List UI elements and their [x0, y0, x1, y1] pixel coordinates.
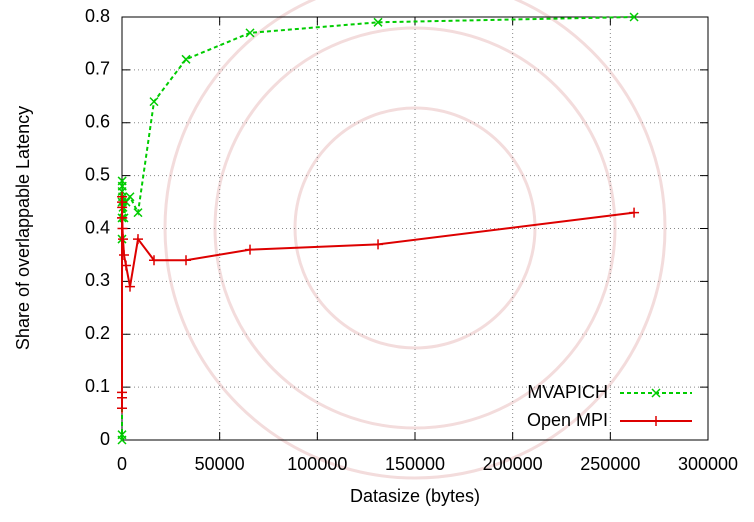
- data-point: [117, 212, 128, 223]
- data-point: [245, 28, 255, 38]
- x-tick-label: 100000: [287, 454, 347, 474]
- data-point: [117, 403, 128, 414]
- x-tick-label: 300000: [678, 454, 738, 474]
- legend-marker: [651, 388, 661, 398]
- y-axis-label: Share of overlappable Latency: [13, 106, 33, 350]
- data-point: [373, 239, 384, 250]
- x-tick-label: 0: [117, 454, 127, 474]
- x-tick-label: 200000: [483, 454, 543, 474]
- data-point: [133, 234, 144, 245]
- data-point: [117, 223, 128, 234]
- data-point: [629, 207, 640, 218]
- legend-marker: [651, 416, 661, 426]
- data-point: [245, 244, 256, 255]
- y-tick-label: 0: [100, 429, 110, 449]
- y-tick-label: 0.6: [85, 112, 110, 132]
- data-point: [629, 12, 639, 22]
- data-point: [119, 249, 129, 260]
- x-axis-label: Datasize (bytes): [350, 486, 480, 506]
- data-point: [117, 430, 127, 440]
- data-point: [181, 255, 192, 266]
- data-point: [149, 97, 159, 107]
- plot-frame: [121, 16, 709, 441]
- y-tick-label: 0.3: [85, 270, 110, 290]
- data-point: [373, 17, 383, 27]
- legend-label: MVAPICH: [527, 382, 608, 402]
- data-point: [117, 202, 128, 213]
- x-tick-label: 250000: [580, 454, 640, 474]
- y-tick-label: 0.1: [85, 376, 110, 396]
- data-point: [181, 54, 191, 64]
- y-tick-label: 0.2: [85, 323, 110, 343]
- data-point: [133, 208, 143, 218]
- data-point: [125, 281, 136, 292]
- data-point: [121, 260, 131, 271]
- x-tick-label: 150000: [385, 454, 445, 474]
- y-tick-label: 0.8: [85, 6, 110, 26]
- data-point: [117, 191, 128, 202]
- legend-label: Open MPI: [527, 410, 608, 430]
- y-tick-label: 0.5: [85, 164, 110, 184]
- data-point: [117, 181, 127, 191]
- y-tick-label: 0.4: [85, 217, 110, 237]
- x-tick-label: 50000: [195, 454, 245, 474]
- data-point: [118, 234, 128, 245]
- data-point: [117, 387, 128, 398]
- y-tick-label: 0.7: [85, 59, 110, 79]
- data-point: [149, 255, 160, 266]
- data-point: [125, 192, 135, 202]
